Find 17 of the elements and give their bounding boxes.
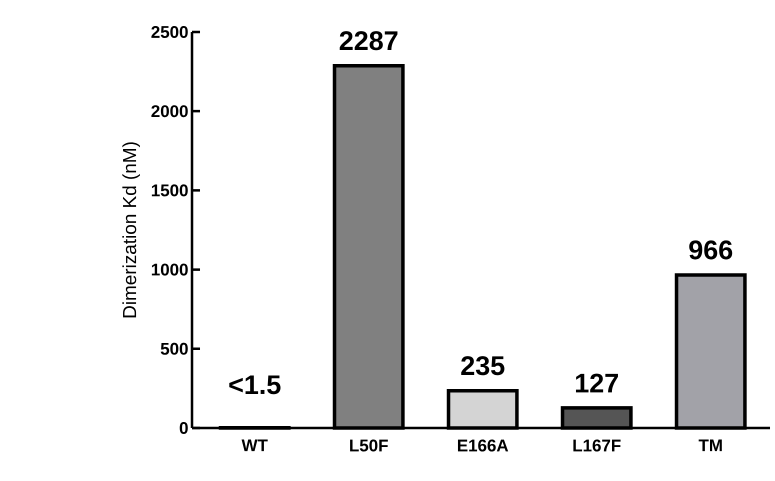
y-tick-label: 2500: [151, 26, 188, 38]
x-tick-label: E166A: [458, 440, 508, 452]
data-label: 2287: [340, 31, 398, 50]
y-tick-label: 1000: [152, 264, 188, 276]
y-tick-label: 2000: [151, 105, 188, 118]
data-label: <1.5: [229, 375, 281, 394]
y-axis-title: Dimerization Kd (nM): [122, 142, 140, 318]
y-tick-label: 1500: [152, 184, 188, 196]
data-label: 235: [461, 356, 504, 376]
x-tick-label: WT: [242, 440, 268, 452]
x-tick-label: L50F: [350, 440, 388, 452]
y-tick-label: 0: [180, 422, 188, 434]
y-tick-label: 500: [160, 342, 188, 355]
data-label: 127: [576, 374, 618, 392]
x-tick-label: TM: [698, 440, 722, 452]
data-label: 966: [689, 240, 732, 260]
x-tick-label: L167F: [573, 440, 621, 452]
